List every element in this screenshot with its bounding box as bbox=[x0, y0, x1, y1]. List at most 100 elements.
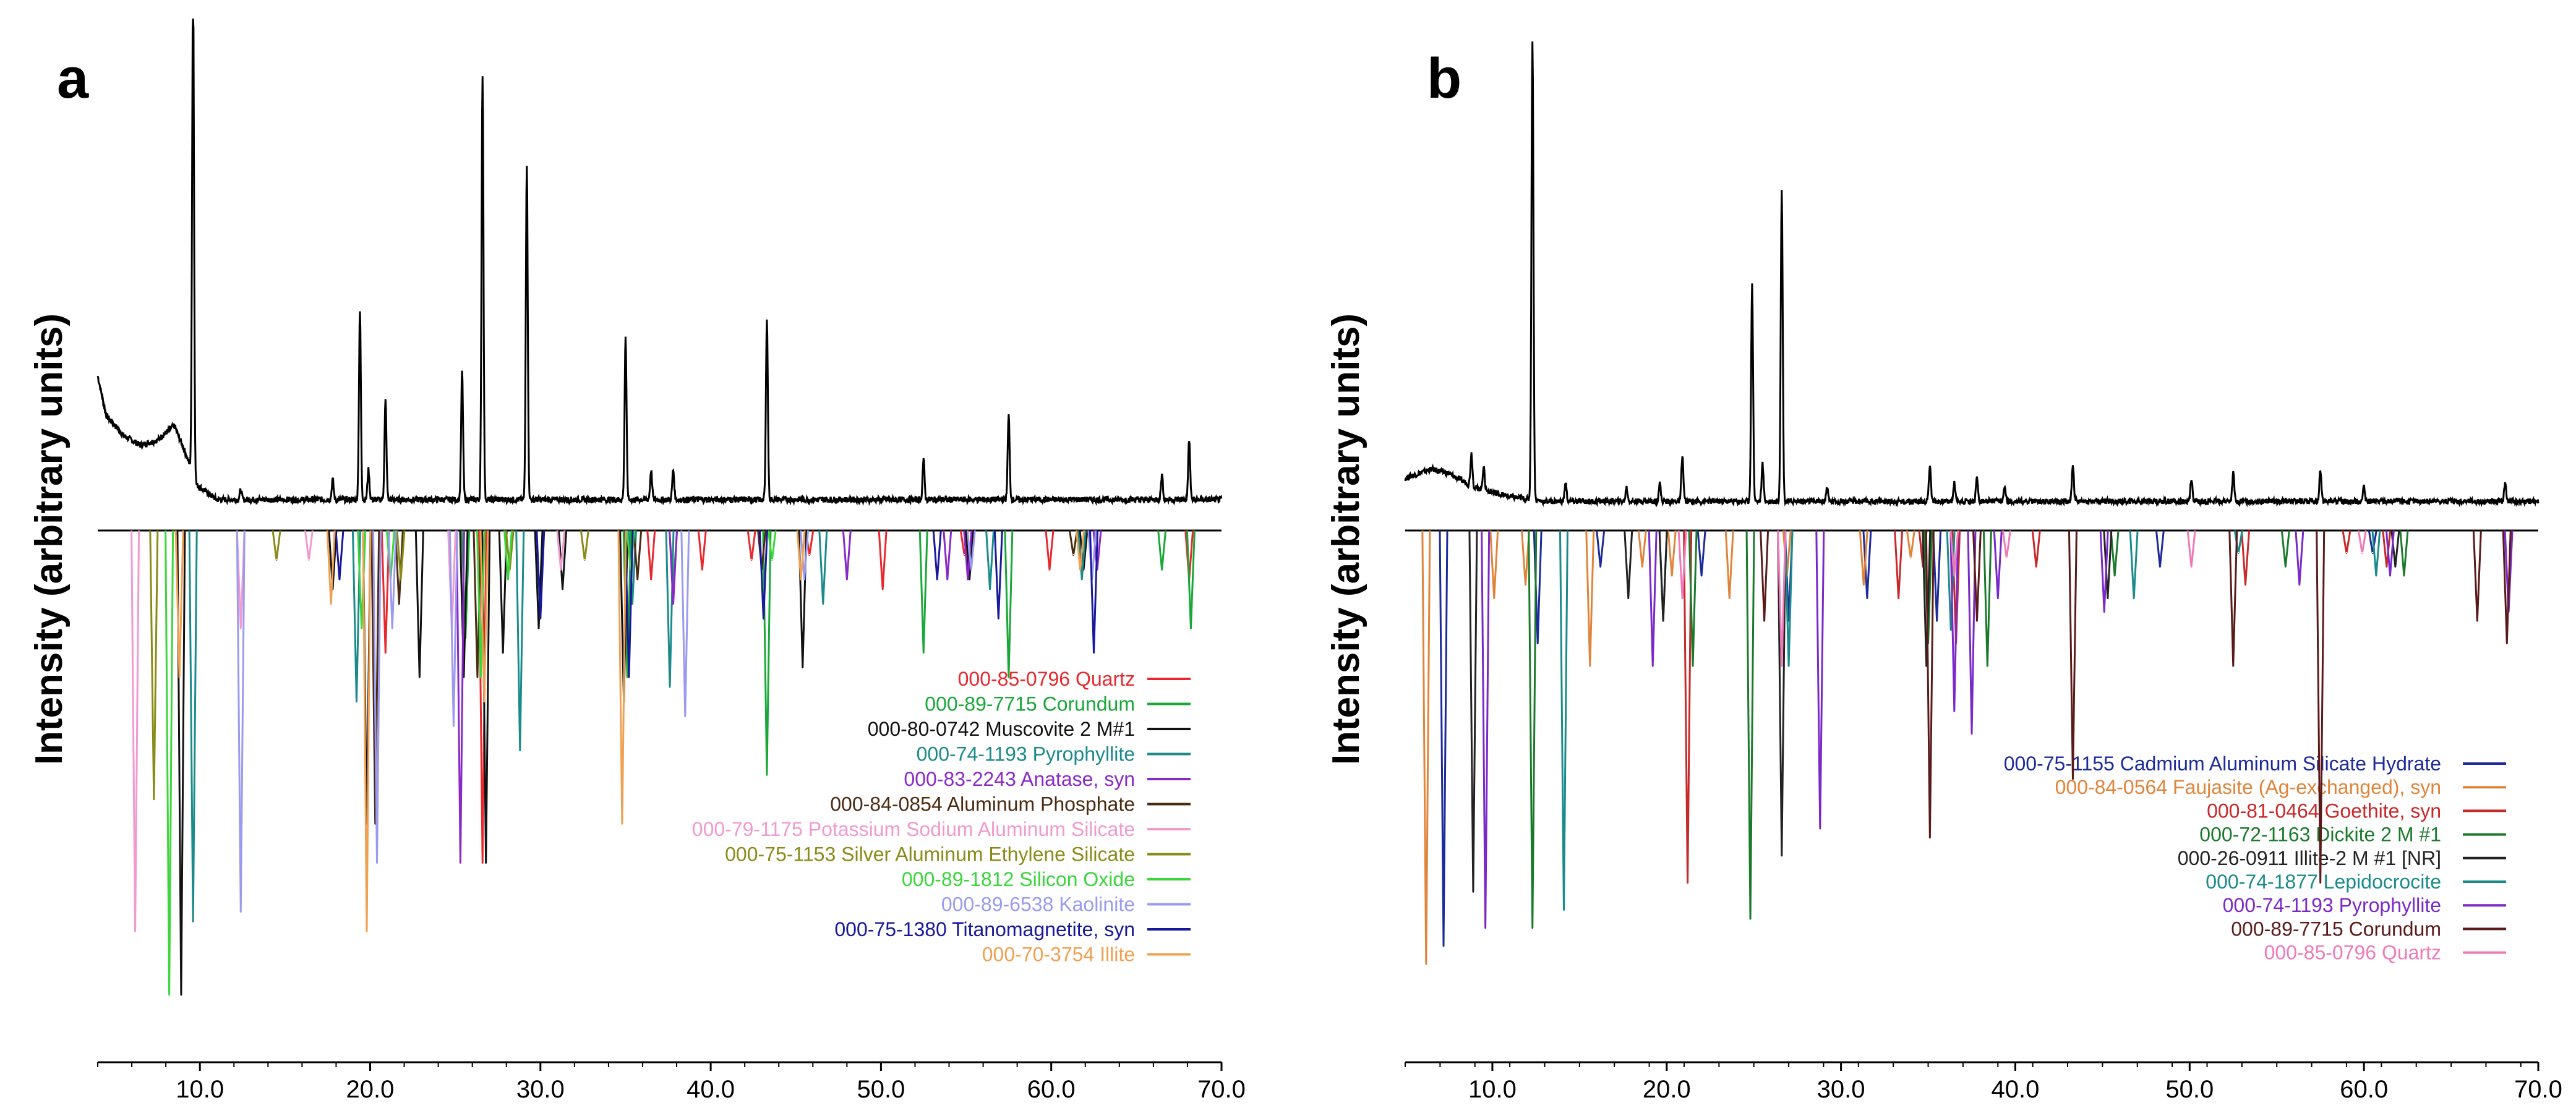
reference-peak bbox=[767, 530, 777, 561]
reference-peak bbox=[1648, 530, 1658, 667]
reference-peak bbox=[515, 530, 525, 752]
legend-label: 000-89-7715 Corundum bbox=[925, 693, 1135, 715]
reference-peak bbox=[2357, 530, 2367, 555]
reference-peak bbox=[1468, 530, 1478, 893]
reference-peak bbox=[448, 530, 458, 727]
reference-peak bbox=[498, 530, 508, 654]
reference-peak bbox=[2390, 530, 2400, 568]
reference-peak bbox=[624, 530, 634, 678]
reference-peak bbox=[2099, 530, 2109, 613]
reference-peak bbox=[479, 530, 489, 703]
reference-peak bbox=[396, 530, 406, 581]
reference-peak bbox=[351, 530, 361, 703]
legend-label: 000-74-1193 Pyrophyllite bbox=[917, 743, 1135, 765]
reference-peak bbox=[580, 530, 589, 561]
reference-peak bbox=[2155, 530, 2165, 568]
reference-peak bbox=[2001, 530, 2011, 559]
reference-peak bbox=[762, 530, 772, 776]
reference-peak bbox=[1894, 530, 1904, 600]
reference-peak bbox=[1677, 530, 1687, 600]
reference-peak bbox=[878, 530, 888, 590]
reference-peak bbox=[505, 530, 515, 571]
reference-peak bbox=[697, 530, 707, 571]
reference-peak bbox=[2228, 530, 2238, 667]
reference-peak bbox=[1089, 530, 1099, 654]
reference-peak bbox=[174, 530, 184, 678]
reference-peak bbox=[2031, 530, 2041, 568]
reference-peak bbox=[556, 530, 566, 571]
reference-peak bbox=[188, 530, 198, 923]
reference-peak bbox=[2502, 530, 2512, 645]
reference-peak bbox=[176, 530, 186, 996]
reference-peak bbox=[1421, 530, 1431, 965]
x-tick-label: 30.0 bbox=[516, 1076, 565, 1103]
reference-peak bbox=[387, 530, 397, 629]
reference-peak bbox=[1186, 530, 1196, 629]
reference-peak bbox=[1859, 530, 1868, 586]
reference-peak bbox=[1596, 530, 1606, 568]
reference-peak bbox=[1982, 530, 1992, 667]
panel-label-a: a bbox=[57, 47, 89, 110]
reference-peak bbox=[481, 530, 491, 864]
reference-peak bbox=[1559, 530, 1568, 911]
reference-peak bbox=[328, 530, 338, 590]
reference-peak bbox=[1993, 530, 2003, 600]
reference-peak bbox=[1697, 530, 1706, 577]
reference-peak bbox=[534, 530, 544, 629]
observed-pattern-line bbox=[1404, 41, 2540, 508]
reference-peak bbox=[1760, 530, 1769, 622]
reference-peak bbox=[380, 530, 390, 654]
reference-peak bbox=[370, 530, 380, 825]
reference-peak bbox=[1777, 530, 1787, 857]
legend-label: 000-75-1380 Titanomagnetite, syn bbox=[834, 918, 1135, 940]
reference-peak bbox=[272, 530, 281, 561]
panel-label-b: b bbox=[1427, 47, 1461, 110]
reference-series bbox=[1760, 530, 2512, 884]
reference-peak bbox=[362, 530, 372, 932]
reference-peak bbox=[536, 530, 546, 620]
x-tick-label: 40.0 bbox=[1992, 1076, 2040, 1103]
reference-peak bbox=[1528, 530, 1538, 929]
legend-label: 000-75-1153 Silver Aluminum Ethylene Sil… bbox=[725, 843, 1135, 866]
reference-peak bbox=[669, 530, 678, 605]
reference-peak bbox=[798, 530, 808, 668]
reference-series bbox=[1421, 530, 1915, 965]
reference-peak bbox=[965, 530, 975, 581]
reference-peak bbox=[2280, 530, 2290, 568]
chart-panel-a: a Intensity (arbitrary units) 10.0 20.0 30… bbox=[28, 18, 1246, 1103]
reference-peak bbox=[326, 530, 336, 605]
legend-label: 000-83-2243 Anatase, syn bbox=[904, 768, 1135, 790]
reference-peak bbox=[796, 530, 806, 581]
x-tick-label: 70.0 bbox=[1197, 1076, 1246, 1103]
reference-peak bbox=[1624, 530, 1633, 600]
reference-peak bbox=[459, 530, 469, 678]
reference-peak bbox=[2472, 530, 2482, 622]
legend-label: 000-26-0911 Illite-2 M #1 [NR] bbox=[2178, 847, 2441, 869]
legend-label: 000-89-7715 Corundum bbox=[2231, 918, 2441, 940]
x-tick-label: 60.0 bbox=[2340, 1076, 2388, 1103]
reference-peak bbox=[932, 530, 942, 581]
reference-series bbox=[1677, 530, 2367, 667]
reference-peak bbox=[2342, 530, 2351, 555]
reference-peak bbox=[1932, 530, 1942, 622]
reference-peak bbox=[1949, 530, 1959, 712]
x-tick-label: 60.0 bbox=[1027, 1076, 1076, 1103]
reference-peak bbox=[665, 530, 675, 688]
reference-peak bbox=[1906, 530, 1915, 559]
reference-peak bbox=[918, 530, 928, 654]
reference-peak bbox=[2316, 530, 2326, 884]
reference-peak bbox=[993, 530, 1003, 620]
reference-peak bbox=[1069, 530, 1078, 556]
reference-peak bbox=[646, 530, 656, 581]
x-tick-label: 40.0 bbox=[687, 1076, 735, 1103]
reference-peak bbox=[1745, 530, 1755, 920]
legend-label: 000-81-0464 Goethite, syn bbox=[2207, 799, 2441, 822]
reference-peak bbox=[1784, 530, 1794, 667]
reference-peak bbox=[372, 530, 382, 864]
reference-peak bbox=[1922, 530, 1932, 667]
reference-peak bbox=[818, 530, 828, 605]
reference-peak bbox=[1667, 530, 1677, 577]
reference-peak bbox=[1489, 530, 1499, 600]
reference-peak bbox=[2241, 530, 2250, 586]
reference-peak bbox=[747, 530, 756, 561]
